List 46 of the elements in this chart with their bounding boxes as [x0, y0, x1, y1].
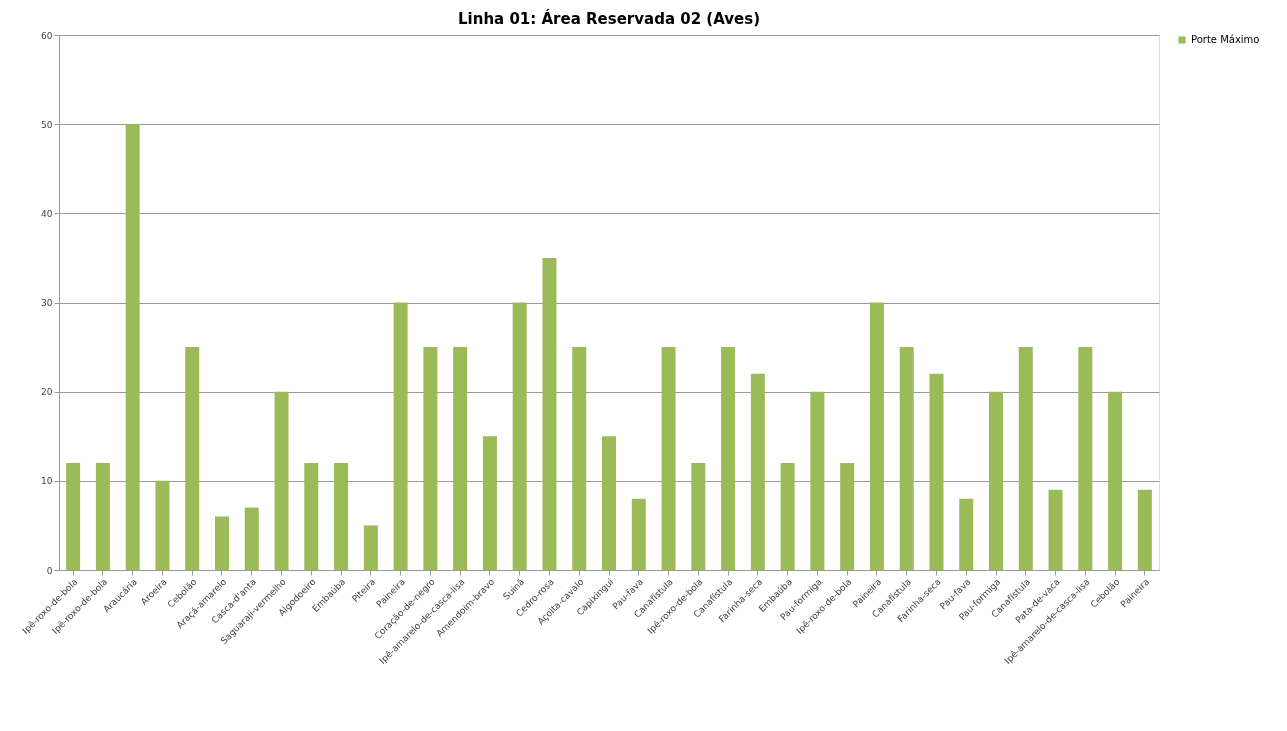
- bar: [423, 347, 438, 570]
- legend-label: Porte Máximo: [1191, 34, 1260, 45]
- bar: [929, 373, 944, 570]
- bar: [244, 507, 259, 570]
- bar: [274, 391, 289, 570]
- bar: [959, 498, 974, 570]
- bar: [869, 302, 884, 570]
- bar: [185, 347, 200, 570]
- y-tick-label: 10: [41, 476, 53, 487]
- bar: [899, 347, 914, 570]
- y-tick-label: 60: [41, 30, 53, 41]
- bar: [989, 391, 1004, 570]
- y-tick-label: 0: [46, 565, 53, 576]
- bar: [453, 347, 468, 570]
- bar: [1048, 489, 1063, 570]
- bar: [1018, 347, 1033, 570]
- bar: [393, 302, 408, 570]
- bar: [542, 257, 557, 570]
- y-tick-label: 40: [41, 208, 53, 219]
- bar: [1137, 489, 1152, 570]
- bar: [125, 124, 140, 570]
- bar: [572, 347, 587, 570]
- bar: [214, 516, 229, 570]
- bar: [780, 463, 795, 570]
- bar: [691, 463, 706, 570]
- bar: [1078, 347, 1093, 570]
- bar: [750, 373, 765, 570]
- bar: [631, 498, 646, 570]
- bar: [661, 347, 676, 570]
- bar: [66, 463, 81, 570]
- chart-title: Linha 01: Área Reservada 02 (Aves): [458, 9, 760, 28]
- y-tick-label: 30: [41, 298, 53, 308]
- bar: [155, 480, 170, 570]
- bar: [334, 463, 349, 570]
- bar: [304, 463, 319, 570]
- bar: [1108, 391, 1123, 570]
- bar: [95, 463, 110, 570]
- bar: [840, 463, 855, 570]
- bar: [482, 436, 497, 570]
- y-tick-label: 50: [41, 119, 53, 130]
- bar: [363, 525, 378, 570]
- y-tick-label: 20: [41, 387, 53, 398]
- bar: [810, 391, 825, 570]
- bar: [721, 347, 736, 570]
- bar: [512, 302, 527, 570]
- bar: [602, 436, 616, 570]
